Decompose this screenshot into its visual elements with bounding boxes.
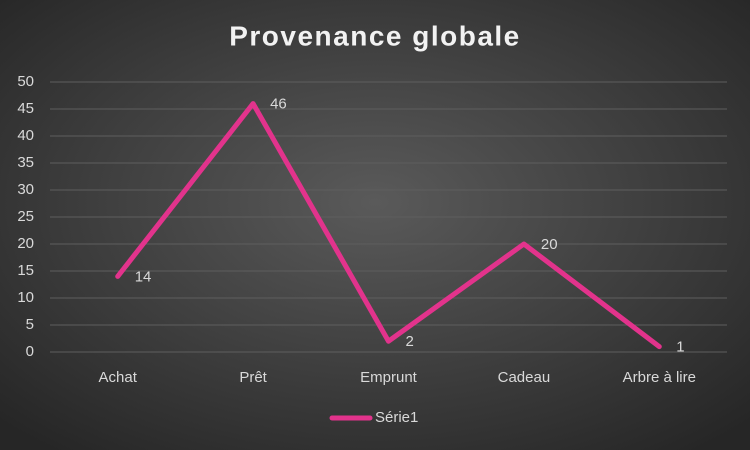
y-tick-label: 5 bbox=[26, 316, 34, 333]
y-tick-label: 25 bbox=[17, 208, 34, 225]
series-line bbox=[115, 101, 662, 350]
x-tick-label: Prêt bbox=[239, 369, 267, 386]
data-label: 46 bbox=[270, 96, 287, 113]
y-tick-label: 10 bbox=[17, 289, 34, 306]
y-tick-label: 40 bbox=[17, 127, 34, 144]
y-tick-label: 20 bbox=[17, 235, 34, 252]
x-tick-label: Arbre à lire bbox=[623, 369, 696, 386]
legend-label: Série1 bbox=[375, 409, 418, 426]
y-tick-label: 50 bbox=[17, 73, 34, 90]
y-tick-label: 0 bbox=[26, 343, 34, 360]
data-label: 1 bbox=[676, 339, 684, 356]
data-label: 2 bbox=[406, 333, 414, 350]
x-tick-label: Achat bbox=[99, 369, 138, 386]
y-tick-label: 30 bbox=[17, 181, 34, 198]
x-tick-label: Cadeau bbox=[498, 369, 551, 386]
y-tick-label: 35 bbox=[17, 154, 34, 171]
data-label: 20 bbox=[541, 236, 558, 253]
data-label: 14 bbox=[135, 268, 152, 285]
x-tick-label: Emprunt bbox=[360, 369, 418, 386]
y-tick-label: 45 bbox=[17, 100, 34, 117]
y-tick-label: 15 bbox=[17, 262, 34, 279]
chart-title: Provenance globale bbox=[229, 20, 521, 51]
